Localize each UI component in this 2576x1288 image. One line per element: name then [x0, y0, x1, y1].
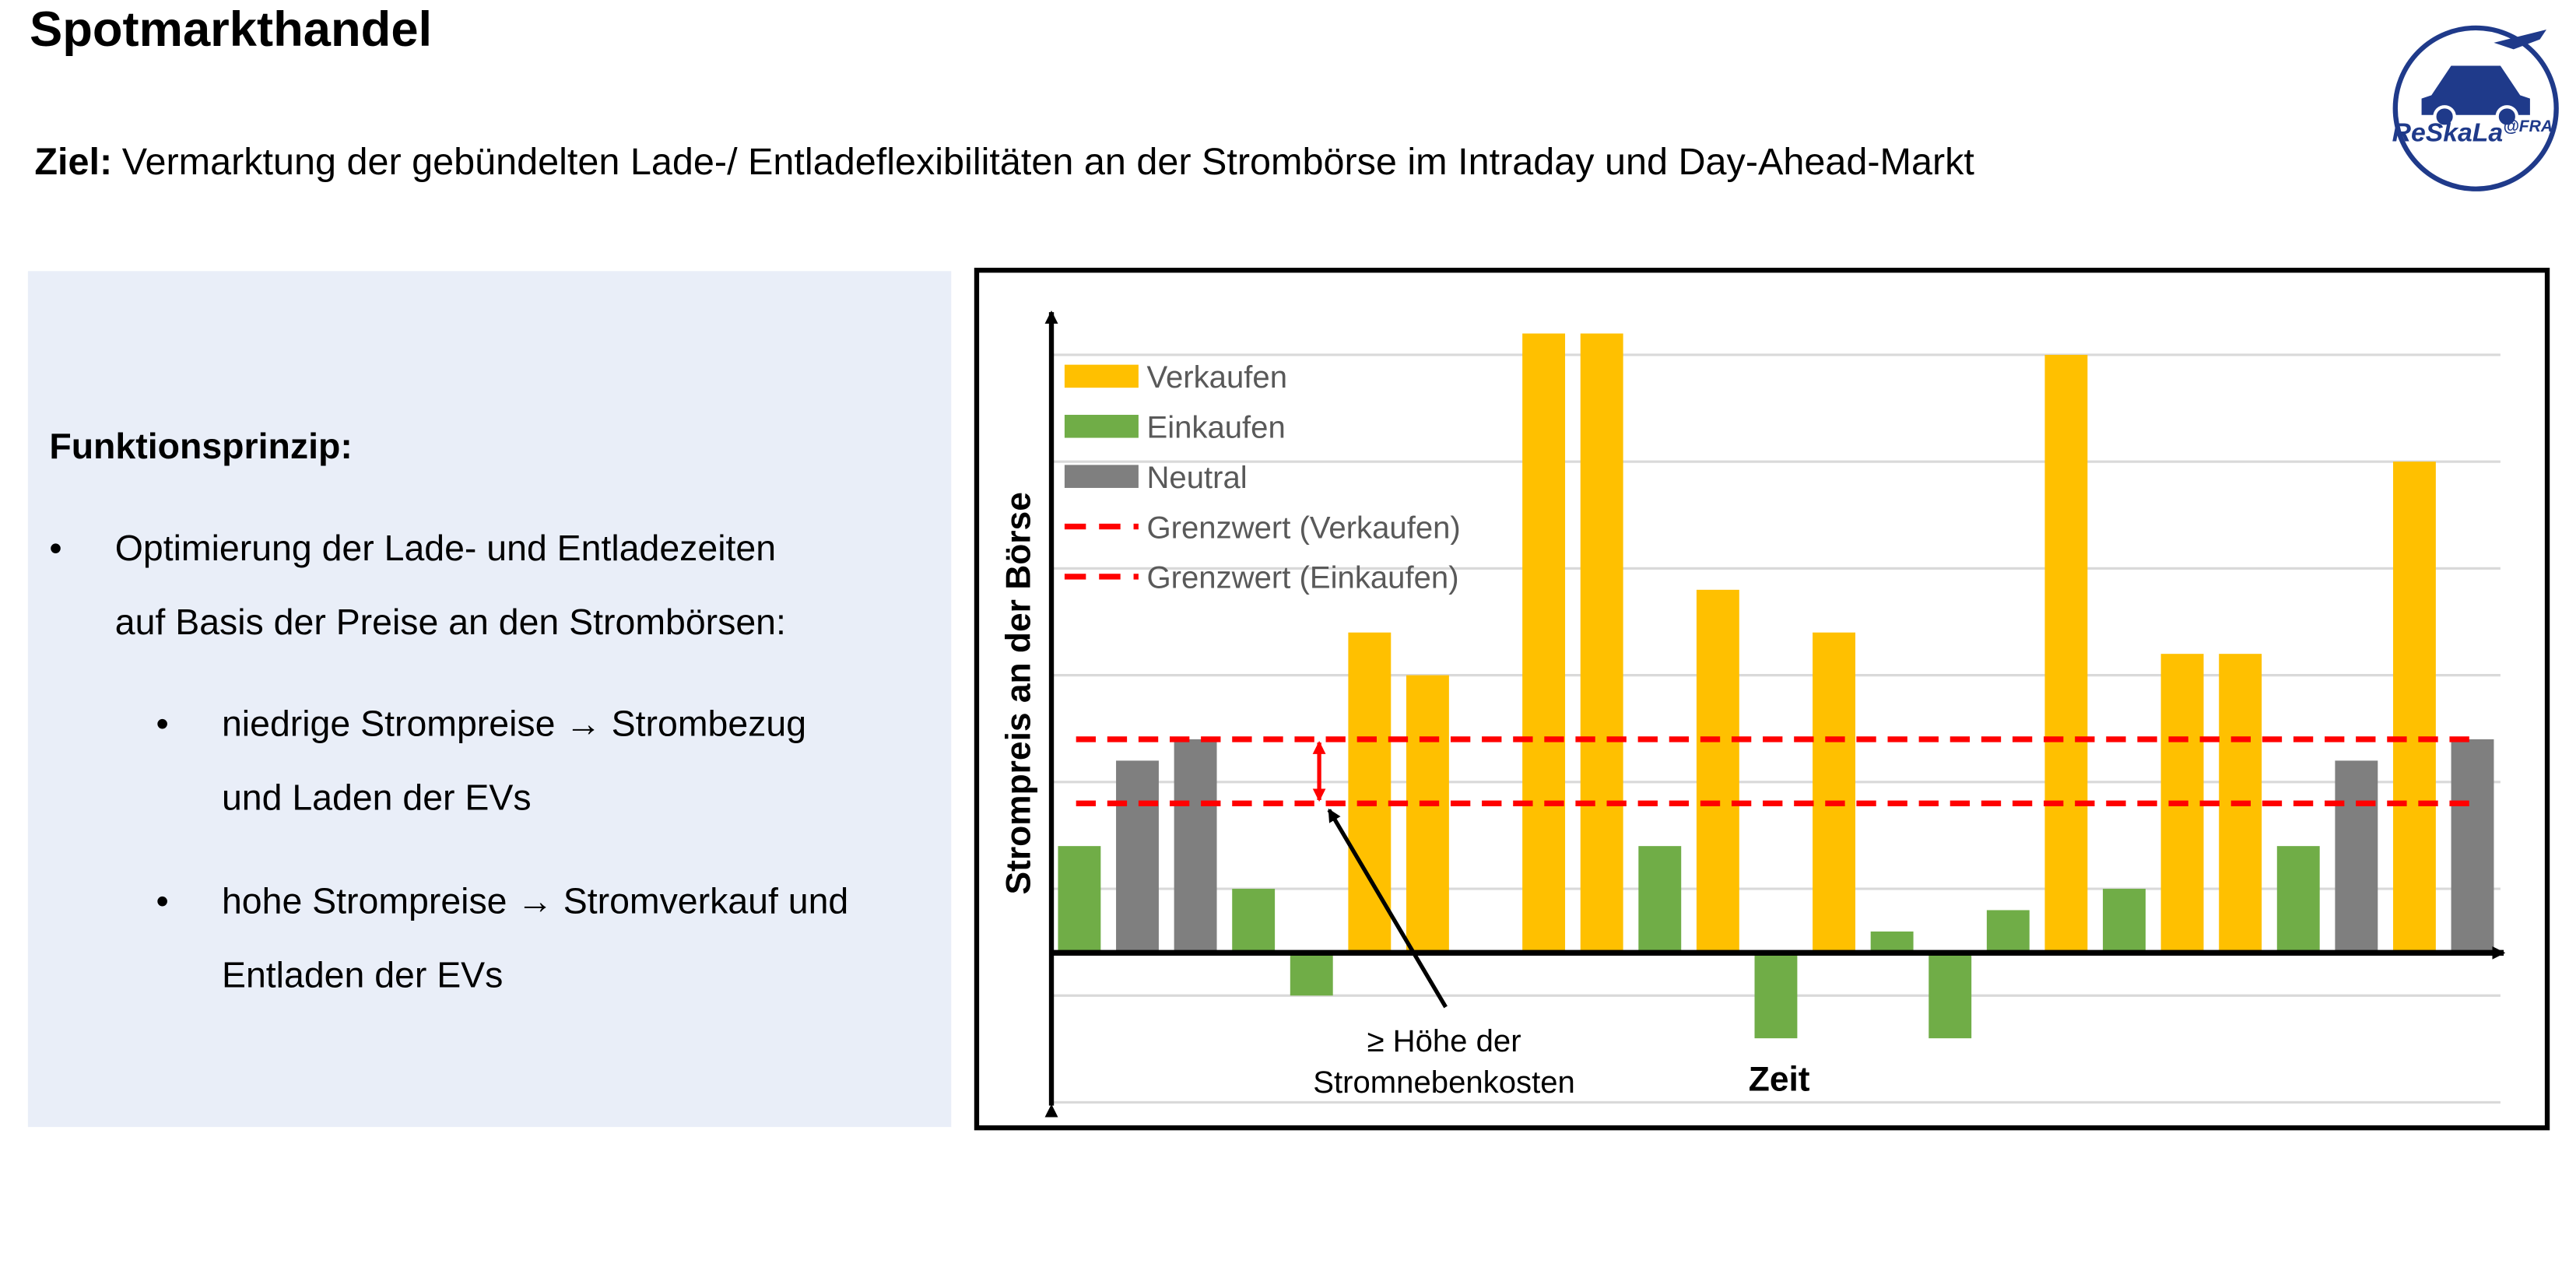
goal-text: Vermarktung der gebündelten Lade-/ Entla…: [122, 141, 1975, 183]
sub-bullet-line: niedrige Strompreise → Strombezug: [222, 704, 806, 744]
bar: [1580, 333, 1623, 953]
bar: [1986, 910, 2030, 953]
chart: ≥ Höhe der Stromnebenkosten Zeit Strompreis…: [1000, 310, 2506, 1118]
legend-swatch: [1064, 465, 1139, 488]
bar: [1754, 953, 1798, 1039]
logo-car: [2421, 65, 2530, 115]
goal: Ziel: Vermarktung der gebündelten Lade-/ …: [34, 141, 1974, 183]
logo-suffix: @FRA: [2503, 118, 2553, 135]
bar: [1406, 675, 1449, 953]
bar: [1232, 889, 1276, 953]
bar: [1116, 760, 1159, 953]
legend-label: Einkaufen: [1146, 411, 1285, 445]
bar: [2044, 354, 2088, 953]
legend-label: Verkaufen: [1146, 360, 1287, 395]
bar: [2335, 760, 2378, 953]
annotation: Stromnebenkosten: [1313, 1065, 1575, 1100]
bar: [2451, 739, 2494, 953]
annotation: ≥ Höhe der: [1367, 1024, 1521, 1058]
panel-heading: Funktionsprinzip:: [49, 426, 353, 466]
sub-bullet-line: und Laden der EVs: [222, 777, 532, 818]
logo: ReSkaLa@FRA: [2392, 25, 2559, 191]
bullet-dot: •: [49, 528, 61, 568]
legend-label: Grenzwert (Verkaufen): [1146, 511, 1460, 545]
legend-label: Grenzwert (Einkaufen): [1146, 561, 1458, 595]
bar: [2392, 462, 2436, 953]
sub-bullet-line: hohe Strompreise → Stromverkauf und: [222, 881, 848, 921]
logo-text: ReSkaLa@FRA: [2392, 118, 2553, 148]
y-axis-label: Strompreis an der Börse: [1000, 492, 1038, 894]
goal-label: Ziel:: [34, 141, 112, 183]
bullet-line: auf Basis der Preise an den Strombörsen:: [115, 602, 786, 642]
bar: [1058, 846, 1101, 953]
bar: [1813, 632, 1855, 953]
bullet-line: Optimierung der Lade- und Entladezeiten: [115, 528, 776, 568]
logo-wheel: [2495, 105, 2519, 128]
annotation-arrow: [1327, 808, 1448, 1009]
bar: [2276, 846, 2320, 953]
logo-ring: [2392, 25, 2559, 191]
bullet-dot: •: [156, 881, 169, 921]
info-panel: [27, 271, 952, 1128]
slide-title: Spotmarkthandel: [30, 2, 432, 57]
bar: [1174, 739, 1217, 953]
bar: [1928, 953, 1972, 1039]
logo-plane: [2494, 29, 2547, 50]
bar: [1870, 931, 1914, 953]
x-axis-label: Zeit: [1749, 1061, 1810, 1099]
legend-swatch: [1064, 415, 1139, 438]
bar: [1290, 953, 1333, 996]
bullet-dot: •: [156, 704, 169, 744]
bar: [1522, 333, 1566, 953]
sub-bullet-line: Entladen der EVs: [222, 955, 503, 995]
logo-name: ReSkaLa: [2392, 118, 2504, 148]
bar: [1696, 589, 1739, 953]
legend-swatch: [1064, 364, 1139, 388]
bar: [1638, 846, 1682, 953]
logo-wheel: [2433, 105, 2456, 128]
bar: [2103, 889, 2146, 953]
bullet-list: • Optimierung der Lade- und Entladezeiten…: [49, 528, 848, 995]
legend-label: Neutral: [1146, 461, 1247, 495]
